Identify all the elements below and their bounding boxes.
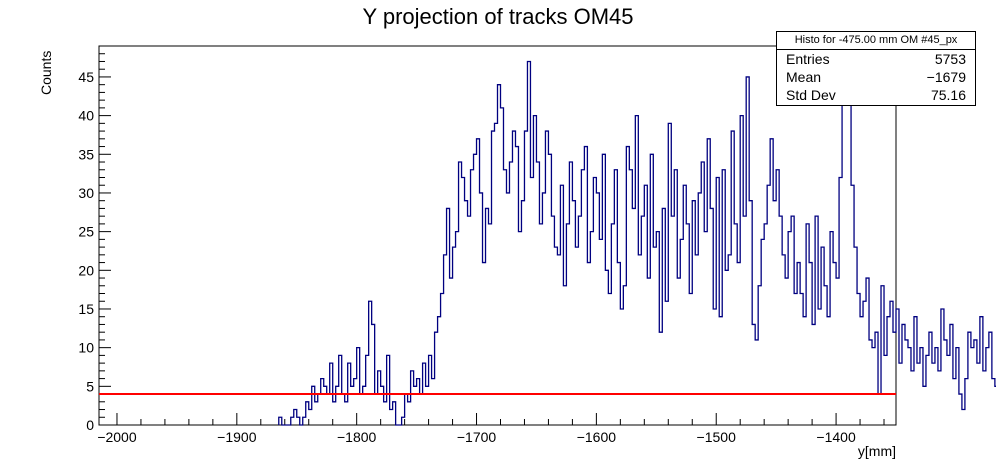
x-tick-label: −1700 [457, 429, 497, 445]
y-tick-label: 15 [78, 301, 94, 317]
y-tick-label: 0 [86, 417, 94, 433]
x-tick-label: −2000 [97, 429, 137, 445]
stats-label: Mean [786, 69, 822, 85]
x-tick-label: −1900 [217, 429, 257, 445]
stats-row-entries: Entries 5753 [777, 50, 975, 68]
stats-label: Entries [786, 51, 830, 67]
stats-value: −1679 [926, 69, 966, 85]
x-axis-label: y[mm] [857, 443, 896, 459]
stats-row-stddev: Std Dev 75.16 [777, 86, 975, 104]
plot-frame [98, 45, 897, 426]
y-tick-label: 20 [78, 262, 94, 278]
y-tick-label: 35 [78, 146, 94, 162]
y-axis-label: Counts [38, 50, 54, 95]
x-tick-label: −1600 [577, 429, 617, 445]
chart-title: Y projection of tracks OM45 [362, 4, 634, 29]
stats-value: 5753 [934, 51, 966, 67]
stats-label: Std Dev [786, 87, 836, 103]
y-tick-label: 30 [78, 185, 94, 201]
x-tick-label: −1500 [697, 429, 737, 445]
x-tick-label: −1800 [337, 429, 377, 445]
y-tick-label: 5 [86, 378, 94, 394]
stats-row-mean: Mean −1679 [777, 68, 975, 86]
histogram-series [278, 60, 996, 426]
stats-value: 75.16 [930, 87, 966, 103]
y-tick-label: 45 [78, 69, 94, 85]
x-tick-label: −1400 [816, 429, 856, 445]
stats-box: Histo for -475.00 mm OM #45_px Entries 5… [776, 31, 976, 106]
y-tick-label: 40 [78, 108, 94, 124]
stats-box-title: Histo for -475.00 mm OM #45_px [777, 32, 975, 50]
y-tick-label: 10 [78, 340, 94, 356]
y-tick-label: 25 [78, 224, 94, 240]
